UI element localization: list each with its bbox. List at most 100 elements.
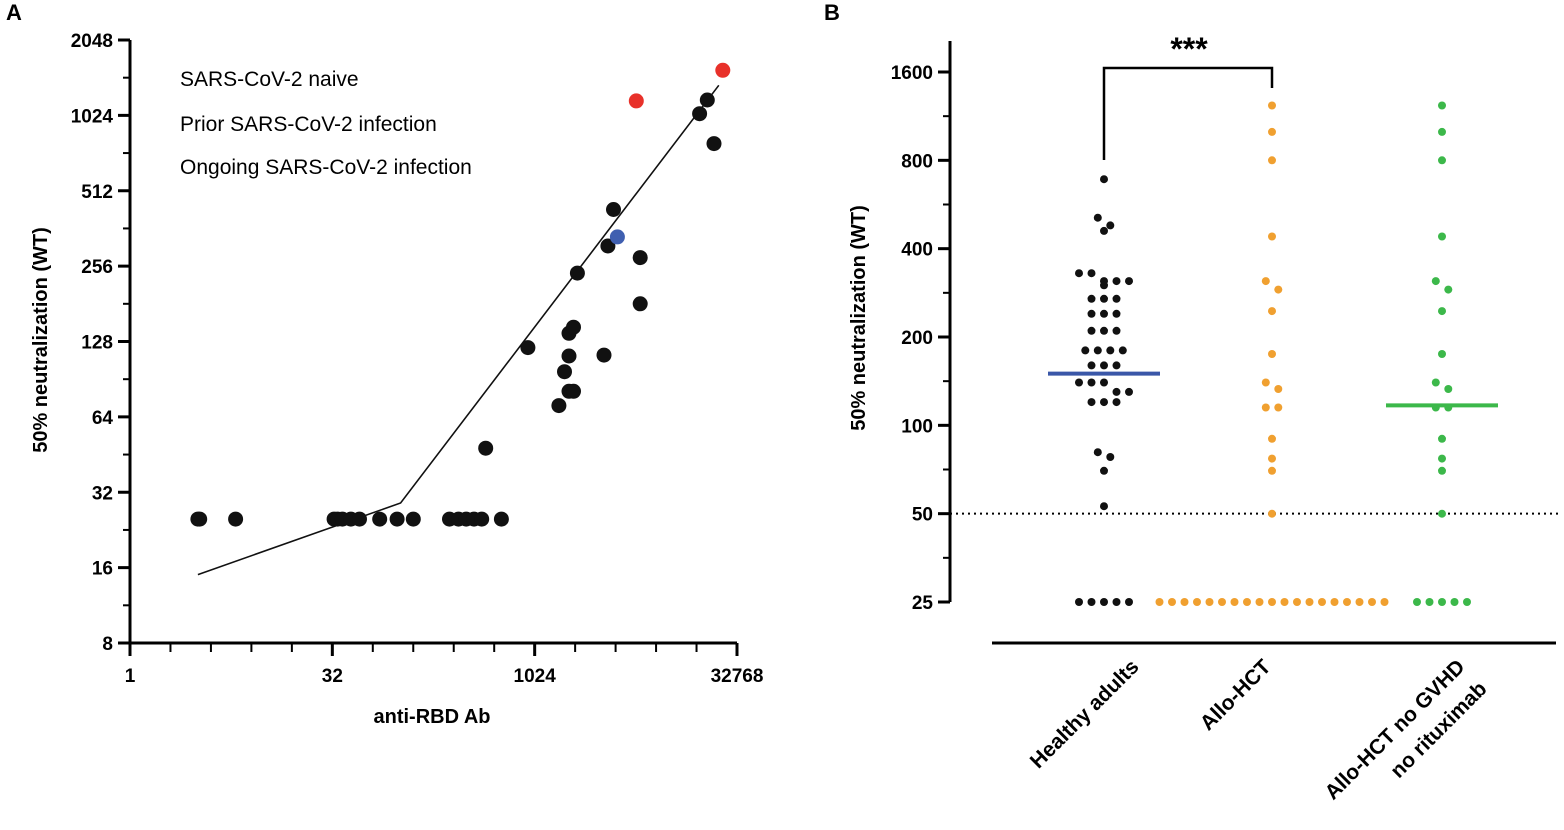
panel-b-point-allo-hct [1368,598,1376,606]
panel-b-point-healthy-adults [1112,598,1121,606]
panel-a-x-axis-title: anti-RBD Ab [373,706,490,728]
panel-a-x-tick-label: 32768 [711,666,764,687]
panel-a: A 8 16 32 64 128 256 512 1024 2048 1 32 1024 32768 S… [6,0,763,728]
panel-b-point-healthy-adults [1093,448,1102,457]
panel-b-point-allo-hct-no-gvhd [1438,466,1446,475]
panel-b-point-allo-hct [1243,598,1251,606]
panel-b-point-healthy-adults [1112,277,1121,286]
panel-b-point-allo-hct-no-gvhd [1463,598,1471,606]
panel-b-axes: 25 50 100 200 400 800 1600 [891,41,1562,645]
panel-b-point-healthy-adults [1100,378,1108,387]
panel-b-point-allo-hct [1268,307,1276,316]
panel-b-medians [1048,371,1498,408]
panel-a-fit-curve [197,84,720,576]
panel-b-y-axis-title: 50% neutralization (WT) [848,205,870,431]
panel-b-point-healthy-adults [1087,378,1096,387]
panel-a-point-naive [520,340,536,356]
significance-bracket-line [1102,66,1274,160]
panel-b-point-healthy-adults [1075,598,1083,606]
legend-ongoing-infection: Ongoing SARS-CoV-2 infection [180,156,472,179]
panel-b-point-allo-hct [1155,598,1164,606]
panel-b-point-allo-hct [1268,350,1276,358]
category-label-healthy-adults: Healthy adults [1026,655,1144,773]
panel-a-point-naive [692,106,708,122]
panel-a-y-tick-label: 128 [81,333,113,354]
panel-b-point-healthy-adults [1087,326,1096,335]
panel-b-point-allo-hct [1268,509,1276,518]
panel-b-point-healthy-adults [1075,378,1083,387]
panel-b-point-healthy-adults [1112,309,1121,318]
panel-a-point-naive [632,250,648,266]
panel-a-point-naive [551,398,567,414]
panel-b-point-allo-hct [1268,454,1276,463]
panel-a-point-naive [557,364,572,380]
panel-a-point-naive [699,92,715,108]
panel-a-y-tick-label: 2048 [71,31,113,52]
panel-a-point-naive [566,383,581,399]
legend-prior-infection: Prior SARS-CoV-2 infection [180,113,437,136]
panel-b-point-allo-hct [1268,127,1276,136]
panel-b-point-healthy-adults [1125,387,1133,396]
panel-a-point-naive [561,348,577,364]
panel-b-point-healthy-adults [1106,453,1115,461]
panel-b-point-healthy-adults [1112,387,1121,396]
panel-b-point-allo-hct [1193,598,1201,606]
panel-b-point-healthy-adults [1100,226,1108,235]
panel-a-point-ongoing-infection [609,229,625,245]
panel-b-point-allo-hct [1218,598,1226,606]
panel-b-point-healthy-adults [1081,346,1090,355]
panel-b-point-healthy-adults [1106,221,1115,230]
panel-a-point-naive [606,202,621,217]
panel-b-y-tick-label: 25 [912,593,934,614]
panel-a-y-tick-label: 32 [92,483,113,504]
panel-b-point-healthy-adults [1100,466,1108,475]
panel-b-point-allo-hct [1293,598,1301,606]
panel-a-y-tick-label: 1024 [71,106,114,127]
panel-a-point-naive [352,511,367,527]
panel-b-point-allo-hct [1330,598,1339,606]
panel-b-point-allo-hct [1268,232,1276,241]
panel-a-x-tick-label: 32 [322,666,343,687]
panel-b-y-tick-label: 800 [901,151,933,172]
panel-a-point-naive [474,511,490,527]
panel-b-point-allo-hct-no-gvhd [1438,156,1446,165]
panel-b-point-allo-hct-no-gvhd [1438,598,1446,606]
panel-b-point-allo-hct-no-gvhd [1431,378,1440,387]
panel-a-y-tick-label: 8 [102,634,113,655]
panel-b-point-allo-hct [1255,598,1264,606]
panel-b-point-healthy-adults [1087,309,1096,318]
panel-b-point-allo-hct [1268,466,1276,475]
category-label-allo-hct: Allo-HCT [1196,655,1276,735]
panel-b-point-healthy-adults [1112,294,1121,303]
panel-b-points [1075,101,1471,606]
panel-a-y-tick-label: 256 [81,257,113,278]
panel-b-point-healthy-adults [1112,361,1121,370]
panel-b-point-healthy-adults [1075,269,1083,278]
significance-stars: *** [1170,31,1208,67]
panel-b-y-tick-label: 50 [912,505,933,526]
panel-b-letter: B [824,0,840,25]
panel-a-letter: A [6,0,22,25]
panel-b-point-allo-hct [1230,598,1239,606]
panel-b-point-allo-hct [1268,101,1276,110]
panel-b-point-allo-hct [1168,598,1176,606]
panel-a-point-naive [569,265,585,281]
panel-a-axes: 8 16 32 64 128 256 512 1024 2048 1 32 1024 32768 [71,31,764,687]
panel-b-point-allo-hct-no-gvhd [1438,350,1446,358]
panel-a-x-tick-label: 1 [125,666,136,687]
panel-b-point-allo-hct-no-gvhd [1431,277,1440,286]
panel-a-point-naive [389,511,405,527]
panel-b-point-allo-hct-no-gvhd [1438,509,1446,518]
panel-b-point-healthy-adults [1087,361,1096,370]
panel-b-point-allo-hct [1318,598,1326,606]
panel-b-point-allo-hct-no-gvhd [1438,454,1446,463]
panel-a-x-tick-label: 1024 [514,666,557,687]
panel-a-point-naive [405,511,421,527]
panel-b-point-allo-hct [1261,403,1270,412]
panel-b-point-healthy-adults [1100,281,1108,290]
panel-b-point-healthy-adults [1100,361,1108,370]
panel-b-point-allo-hct-no-gvhd [1444,385,1453,393]
panel-b-point-healthy-adults [1112,398,1121,407]
panel-b-point-healthy-adults [1100,598,1108,606]
panel-b-point-healthy-adults [1087,294,1096,303]
